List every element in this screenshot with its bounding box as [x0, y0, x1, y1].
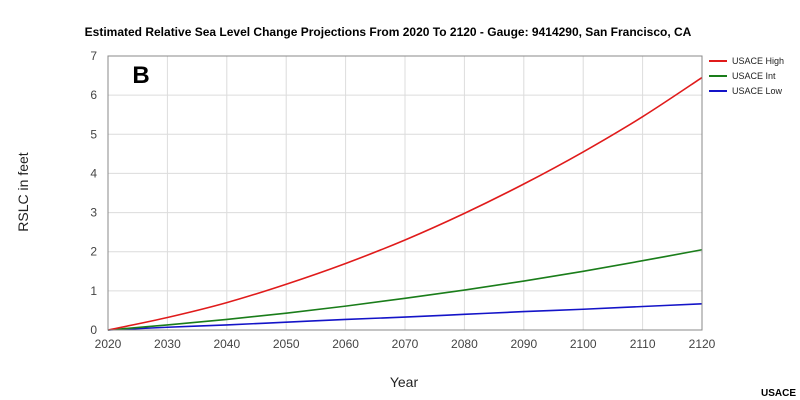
y-tick-label: 7 [90, 49, 97, 63]
y-tick-labels: 0 1 2 3 4 5 6 7 [90, 49, 97, 337]
x-tick-label: 2100 [570, 337, 597, 351]
y-tick-label: 1 [90, 284, 97, 298]
x-tick-label: 2030 [154, 337, 181, 351]
legend-label-usace-int: USACE Int [732, 71, 776, 81]
x-tick-labels: 2020 2030 2040 2050 2060 2070 2080 2090 2100 2110… [95, 337, 716, 351]
legend-label-usace-high: USACE High [732, 56, 784, 66]
legend: USACE High USACE Int USACE Low [709, 56, 784, 96]
y-tick-label: 4 [90, 166, 97, 180]
y-axis-label: RSLC in feet [15, 152, 31, 231]
legend-label-usace-low: USACE Low [732, 86, 783, 96]
credit-label: USACE [761, 388, 796, 399]
x-tick-label: 2070 [392, 337, 419, 351]
series-line-usace-low [107, 302, 703, 331]
x-tick-label: 2020 [95, 337, 122, 351]
y-tick-label: 6 [90, 88, 97, 102]
y-tick-label: 0 [90, 323, 97, 337]
x-tick-label: 2120 [689, 337, 716, 351]
x-tick-label: 2110 [630, 337, 656, 351]
x-tick-label: 2040 [213, 337, 240, 351]
y-tick-label: 5 [90, 127, 97, 141]
series-lines [107, 76, 703, 331]
series-line-usace-int [107, 248, 703, 331]
panel-label: B [132, 62, 149, 89]
x-axis-label: Year [390, 374, 419, 390]
y-tick-label: 2 [90, 245, 97, 259]
x-tick-label: 2090 [510, 337, 537, 351]
plot-frame [107, 55, 703, 331]
series-line-usace-high [107, 76, 703, 331]
x-tick-label: 2080 [451, 337, 478, 351]
chart-title: Estimated Relative Sea Level Change Proj… [85, 25, 692, 39]
y-tick-label: 3 [90, 206, 97, 220]
x-tick-label: 2050 [273, 337, 300, 351]
x-tick-label: 2060 [332, 337, 359, 351]
